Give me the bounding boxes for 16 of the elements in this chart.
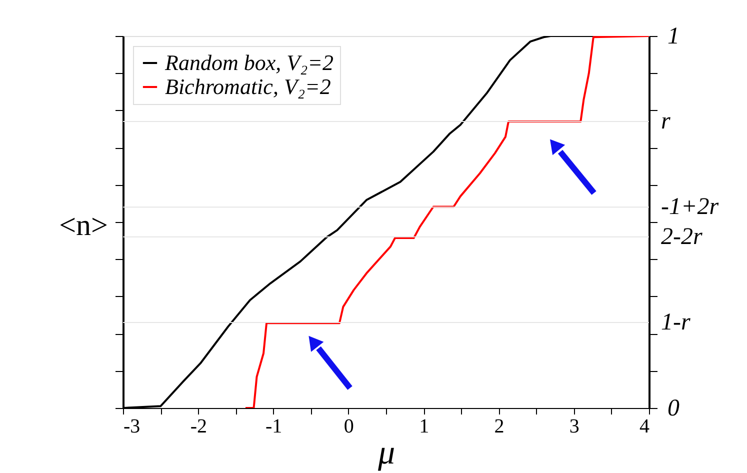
x-tick-label: 4: [640, 416, 650, 438]
ref-line-label: 1-r: [661, 309, 691, 336]
x-axis-title: μ: [376, 434, 396, 472]
legend-label: Bichromatic, V₂=2: [165, 74, 331, 99]
x-tick-label: 3: [569, 416, 580, 438]
x-tick-label: -1: [265, 416, 282, 438]
ref-line-label: 2-2r: [661, 224, 703, 250]
x-tick-label: 1: [419, 416, 430, 438]
x-tick-label: -2: [190, 416, 207, 438]
x-tick-label: 2: [494, 416, 504, 438]
y-axis-title: <n>: [59, 209, 108, 242]
x-tick-label: -3: [124, 416, 140, 438]
ref-line-label: -1+2r: [661, 194, 720, 220]
ref-line-label: r: [661, 108, 671, 135]
x-tick-label: 0: [344, 416, 354, 438]
legend-label: Random box, V₂=2: [164, 50, 334, 75]
